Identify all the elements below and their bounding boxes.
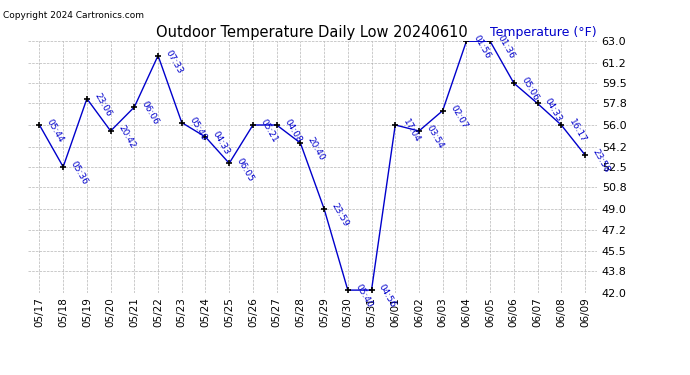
Text: 20:40: 20:40 bbox=[306, 136, 326, 162]
Text: 01:56: 01:56 bbox=[472, 34, 493, 61]
Text: 23:59: 23:59 bbox=[330, 201, 351, 228]
Text: 23:06: 23:06 bbox=[92, 92, 113, 118]
Text: 05:40: 05:40 bbox=[353, 283, 374, 310]
Text: 01:36: 01:36 bbox=[495, 34, 516, 61]
Text: 04:33: 04:33 bbox=[543, 96, 564, 123]
Text: 05:21: 05:21 bbox=[259, 118, 279, 144]
Text: Temperature (°F): Temperature (°F) bbox=[490, 26, 597, 39]
Text: 05:36: 05:36 bbox=[69, 160, 90, 186]
Text: 02:07: 02:07 bbox=[448, 104, 469, 130]
Text: 20:42: 20:42 bbox=[116, 124, 137, 150]
Text: 07:33: 07:33 bbox=[164, 48, 184, 75]
Text: 23:58: 23:58 bbox=[591, 148, 611, 174]
Text: 16:17: 16:17 bbox=[566, 118, 588, 145]
Text: 17:04: 17:04 bbox=[401, 118, 422, 144]
Text: 04:56: 04:56 bbox=[377, 283, 397, 310]
Text: 04:33: 04:33 bbox=[211, 130, 232, 156]
Text: Copyright 2024 Cartronics.com: Copyright 2024 Cartronics.com bbox=[3, 11, 144, 20]
Text: 06:05: 06:05 bbox=[235, 156, 255, 183]
Text: 05:44: 05:44 bbox=[45, 118, 66, 144]
Text: 04:08: 04:08 bbox=[282, 118, 303, 144]
Text: 06:06: 06:06 bbox=[140, 100, 161, 127]
Title: Outdoor Temperature Daily Low 20240610: Outdoor Temperature Daily Low 20240610 bbox=[157, 25, 468, 40]
Text: 03:54: 03:54 bbox=[424, 124, 445, 150]
Text: 05:06: 05:06 bbox=[520, 76, 540, 103]
Text: 05:40: 05:40 bbox=[187, 116, 208, 142]
